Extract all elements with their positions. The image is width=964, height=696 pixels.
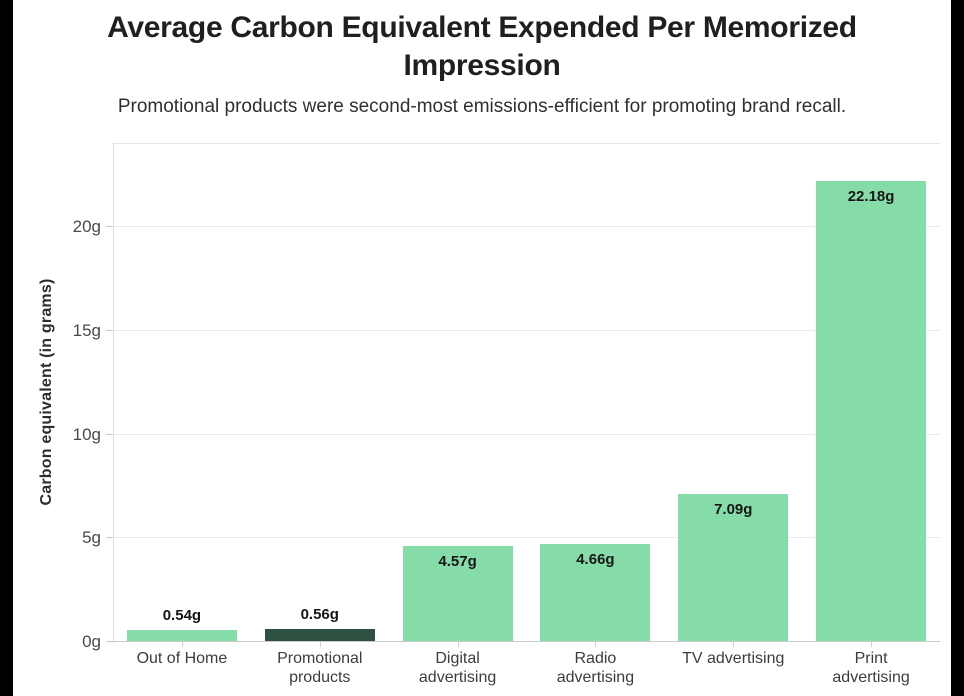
x-tick-mark-promotional-products (319, 641, 321, 647)
gridline-15g (113, 329, 940, 331)
bar-promotional-products (264, 629, 375, 641)
chart-subtitle: Promotional products were second-most em… (117, 96, 847, 117)
y-axis-line (113, 143, 114, 641)
y-tick-mark (106, 433, 113, 435)
bar-value-radio-advertising: 4.66g (576, 551, 615, 569)
y-tick-mark (106, 226, 113, 227)
gridline-0g (113, 641, 940, 642)
bar-out-of-home (126, 629, 237, 641)
right-black-edge (951, 0, 964, 696)
bar-value-promotional-products: 0.56g (300, 606, 339, 624)
y-tick-mark (106, 641, 113, 642)
y-tick-label-0g: 0g (82, 632, 101, 651)
bar-digital-advertising (402, 546, 513, 641)
bar-value-digital-advertising: 4.57g (438, 553, 477, 571)
bar-print-advertising (816, 180, 927, 641)
y-axis-title: Carbon equivalent (in grams) (38, 278, 55, 506)
x-category-label-digital-advertising: Digital advertising (418, 650, 497, 686)
x-tick-mark-tv-advertising (733, 641, 735, 647)
y-tick-label-20g: 20g (72, 217, 101, 236)
gridline-10g (113, 433, 940, 435)
gridline-5g (113, 537, 940, 539)
bar-radio-advertising (540, 544, 651, 641)
x-tick-mark-radio-advertising (595, 641, 597, 647)
x-category-label-out-of-home: Out of Home (136, 650, 228, 667)
plot-top-border (113, 143, 940, 144)
bar-tv-advertising (678, 493, 789, 641)
left-black-edge (0, 0, 13, 696)
y-tick-mark (106, 329, 113, 331)
x-category-label-promotional-products: Promotional products (277, 650, 363, 686)
chart-title: Average Carbon Equivalent Expended Per M… (107, 11, 857, 82)
x-tick-mark-digital-advertising (457, 641, 459, 647)
y-tick-label-15g: 15g (72, 320, 101, 340)
plot-area: 0g 5g 10g 15g 20g 0.54g Out of Home 0.56g Promot… (73, 143, 940, 686)
x-tick-mark-out-of-home (181, 641, 183, 647)
x-category-label-radio-advertising: Radio advertising (556, 650, 635, 686)
bar-value-out-of-home: 0.54g (162, 606, 202, 624)
x-tick-mark-print-advertising (871, 641, 873, 647)
y-tick-label-5g: 5g (82, 528, 101, 548)
y-tick-label-10g: 10g (72, 424, 101, 444)
x-category-label-print-advertising: Print advertising (832, 650, 910, 686)
x-category-label-tv-advertising: TV advertising (682, 650, 785, 667)
bar-value-tv-advertising: 7.09g (714, 500, 753, 518)
y-tick-mark (106, 537, 113, 539)
gridline-20g (113, 226, 940, 227)
bar-value-print-advertising: 22.18g (847, 187, 895, 205)
